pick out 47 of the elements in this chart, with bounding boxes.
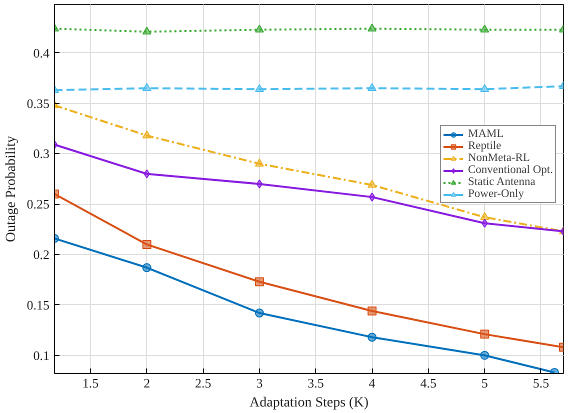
legend-label: Conventional Opt. [468,164,553,176]
point [480,212,490,220]
point [142,26,152,35]
point [254,308,264,318]
point [480,84,490,92]
x-tick-label: 3 [256,376,263,390]
point [254,84,264,92]
point [480,24,490,33]
y-tick-label: 0.15 [26,297,50,312]
y-axis-title: Outage Probability [4,136,19,242]
point [368,332,377,342]
point [368,192,376,202]
point [480,330,490,339]
legend-label: NonMeta-RL [468,152,530,164]
point [142,83,152,91]
point [368,83,377,91]
x-tick-label: 1.5 [82,376,99,390]
y-tick-label: 0.25 [26,196,50,212]
y-tick-label: 0.4 [33,45,50,60]
x-tick-label: 4 [368,376,376,390]
x-tick-label: 2.5 [195,376,212,390]
point [368,24,377,32]
x-tick-label: 2 [144,376,150,390]
point [368,306,377,316]
legend-label: Static Antenna [468,176,536,188]
legend-label: Power-Only [468,188,524,200]
point [368,180,377,188]
x-tick-label: 5 [481,376,488,390]
y-tick-label: 0.1 [33,348,50,363]
legend-label: MAML [468,128,504,140]
legend-label: Reptile [468,140,502,152]
x-tick-label: 3.5 [308,376,324,390]
x-tick-label: 4.5 [420,376,436,390]
point [256,179,263,188]
x-axis-title: Adaptation Steps (K) [250,396,369,410]
x-tick-label: 5.5 [532,376,550,390]
point [142,240,152,249]
y-tick-label: 0.2 [33,247,50,262]
point [142,263,152,272]
point [480,350,490,360]
point [142,130,152,138]
point [254,158,264,167]
y-tick-label: 0.35 [26,96,50,111]
point [254,277,264,286]
point [144,169,150,178]
point [254,24,264,33]
y-tick-label: 0.3 [33,146,50,162]
